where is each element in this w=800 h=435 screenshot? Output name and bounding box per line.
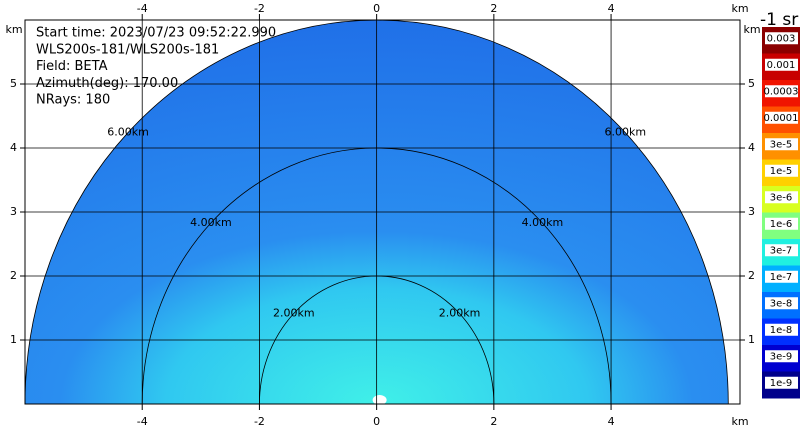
colorbar-label: 0.001	[767, 60, 796, 71]
colorbar-label: 0.0001	[764, 113, 799, 124]
colorbar-label: 1e-8	[770, 325, 793, 336]
colorbar-label-bg	[765, 376, 798, 389]
colorbar-label-bg	[765, 323, 798, 336]
x-unit: km	[731, 2, 748, 15]
y-tick-label: 4	[10, 141, 17, 154]
colorbar-label: 1e-5	[770, 166, 793, 177]
y-tick-label: 5	[10, 77, 17, 90]
x-tick-label: -2	[254, 2, 265, 15]
colorbar-label-bg	[765, 58, 798, 71]
y-tick-label: 1	[10, 333, 17, 346]
x-tick-label: 0	[373, 415, 380, 428]
y-tick-label: 1	[748, 333, 755, 346]
info-text: WLS200s-181/WLS200s-181	[36, 42, 219, 57]
range-ring	[141, 147, 612, 405]
colorbar-label: 3e-8	[770, 298, 793, 309]
colorbar-label-bg	[765, 270, 798, 283]
range-ring	[24, 19, 729, 405]
range-ring-label: 4.00km	[190, 216, 232, 229]
range-ring-label: 2.00km	[273, 306, 315, 319]
y-tick-label: 2	[748, 269, 755, 282]
range-ring-label: 4.00km	[522, 216, 564, 229]
colorbar-label-bg	[765, 138, 798, 151]
x-tick-label: 4	[608, 415, 615, 428]
range-ring-label: 2.00km	[439, 306, 481, 319]
range-ring-label: 6.00km	[107, 125, 149, 138]
x-tick-label: 2	[490, 415, 497, 428]
blind-zone	[372, 395, 387, 405]
y-tick-label: 4	[748, 141, 755, 154]
colorbar-label: 3e-9	[770, 351, 793, 362]
colorbar-label: 1e-6	[770, 219, 793, 230]
y-tick-label: 5	[748, 77, 755, 90]
colorbar-label: 3e-7	[770, 245, 793, 256]
colorbar-label-bg	[765, 164, 798, 177]
x-unit: km	[731, 415, 748, 428]
colorbar-label-bg	[765, 85, 798, 98]
y-tick-label: 3	[10, 205, 17, 218]
colorbar-label: 3e-5	[770, 139, 793, 150]
info-text: NRays: 180	[36, 93, 110, 108]
info-text: Field: BETA	[36, 59, 108, 74]
colorbar-label-bg	[765, 32, 798, 45]
range-ring-label: 6.00km	[604, 125, 646, 138]
colorbar-label: 3e-6	[770, 192, 793, 203]
colorbar-label: 0.0003	[764, 86, 799, 97]
colorbar-label-bg	[765, 191, 798, 204]
colorbar-label-bg	[765, 297, 798, 310]
y-tick-label: 3	[748, 205, 755, 218]
colorbar-title: -1 sr	[760, 10, 798, 30]
info-text: Start time: 2023/07/23 09:52:22.990	[36, 26, 276, 41]
x-tick-label: 2	[490, 2, 497, 15]
info-text: Azimuth(deg): 170.00	[36, 76, 178, 91]
colorbar-label-bg	[765, 111, 798, 124]
x-tick-label: -4	[137, 2, 148, 15]
x-tick-label: -4	[137, 415, 148, 428]
colorbar-label: 0.003	[767, 33, 796, 44]
colorbar-label: 1e-7	[770, 272, 793, 283]
x-tick-label: 4	[608, 2, 615, 15]
y-unit: km	[743, 23, 760, 36]
x-tick-label: 0	[373, 2, 380, 15]
y-unit: km	[5, 23, 22, 36]
x-tick-label: -2	[254, 415, 265, 428]
colorbar-label-bg	[765, 350, 798, 363]
range-ring	[259, 275, 495, 405]
colorbar-label: 1e-9	[770, 378, 793, 389]
colorbar-label-bg	[765, 217, 798, 230]
y-tick-label: 2	[10, 269, 17, 282]
colorbar-label-bg	[765, 244, 798, 257]
